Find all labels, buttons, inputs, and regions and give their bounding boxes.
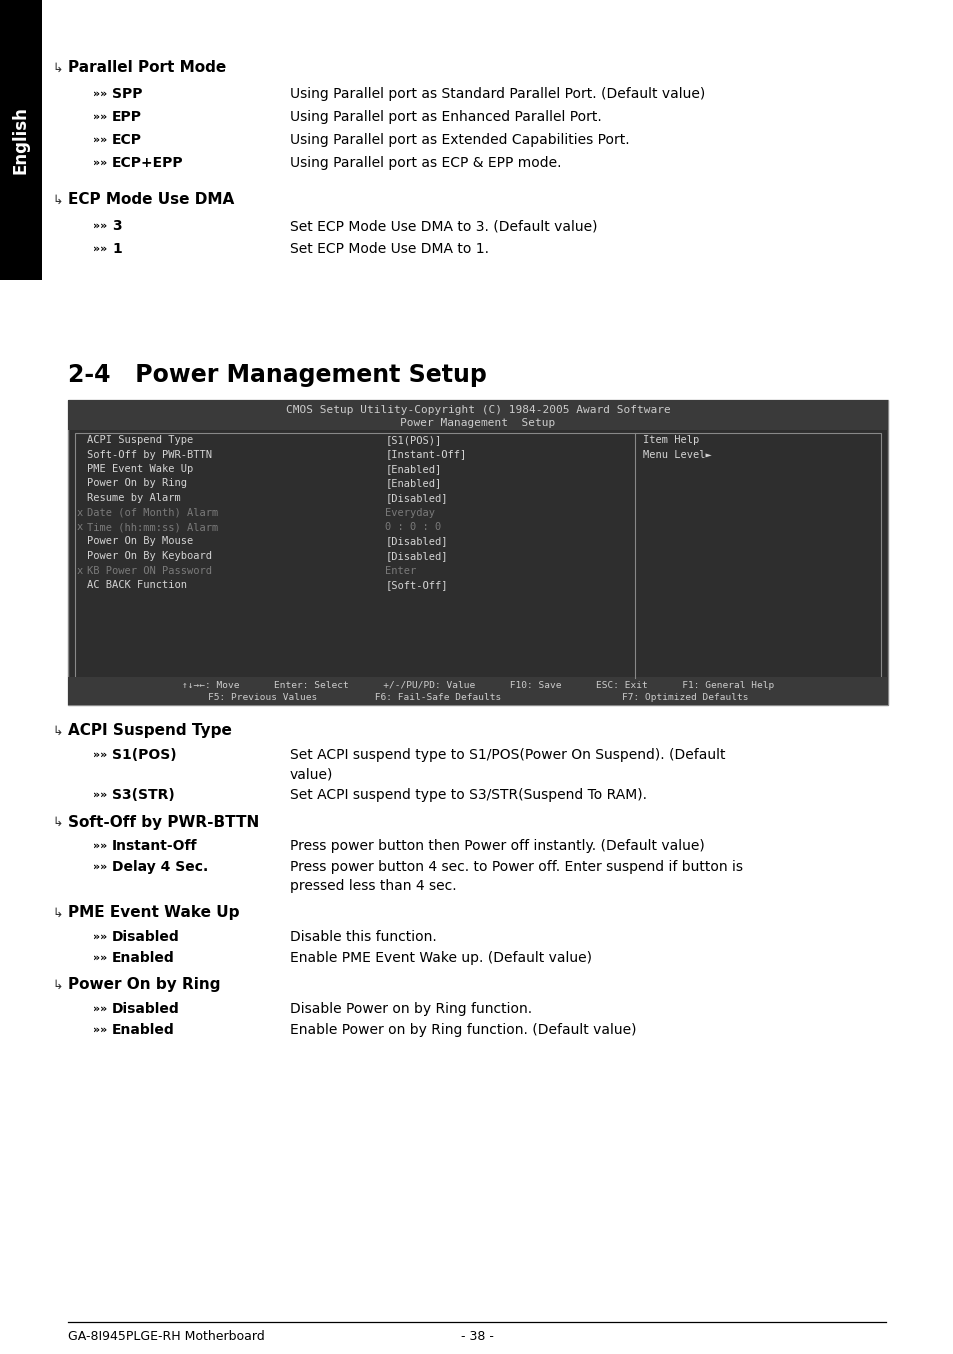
Text: Press power button then Power off instantly. (Default value): Press power button then Power off instan… [290,839,704,853]
Text: ↳: ↳ [52,194,63,207]
Bar [75,433,880,678]
Text: Disable this function.: Disable this function. [290,930,436,944]
Text: [Instant-Off]: [Instant-Off] [385,450,466,459]
Text: Enable PME Event Wake up. (Default value): Enable PME Event Wake up. (Default value… [290,951,592,965]
Text: Disabled: Disabled [112,1002,179,1016]
Text: Set ECP Mode Use DMA to 3. (Default value): Set ECP Mode Use DMA to 3. (Default valu… [290,219,597,233]
Bar [68,399,887,431]
Text: x: x [77,566,83,575]
Text: Instant-Off: Instant-Off [112,839,197,853]
Text: »»: »» [92,789,107,800]
Text: ECP: ECP [112,133,142,148]
Text: S3(STR): S3(STR) [112,788,174,802]
Text: 2-4   Power Management Setup: 2-4 Power Management Setup [68,363,486,387]
Text: ↳: ↳ [52,815,63,829]
Text: »»: »» [92,244,107,255]
Text: [Soft-Off]: [Soft-Off] [385,580,447,590]
Text: Set ACPI suspend type to S1/POS(Power On Suspend). (Default: Set ACPI suspend type to S1/POS(Power On… [290,747,724,762]
Text: Enabled: Enabled [112,1024,174,1037]
Text: Soft-Off by PWR-BTTN: Soft-Off by PWR-BTTN [87,450,212,459]
Text: Disable Power on by Ring function.: Disable Power on by Ring function. [290,1002,532,1016]
Text: ↳: ↳ [52,979,63,991]
Text: ECP Mode Use DMA: ECP Mode Use DMA [68,192,234,207]
Text: Set ACPI suspend type to S3/STR(Suspend To RAM).: Set ACPI suspend type to S3/STR(Suspend … [290,788,646,802]
Text: 0 : 0 : 0: 0 : 0 : 0 [385,523,441,532]
Text: 3: 3 [112,219,121,233]
Text: Power On by Ring: Power On by Ring [87,478,187,489]
Text: [S1(POS)]: [S1(POS)] [385,435,441,445]
Text: Power On By Mouse: Power On By Mouse [87,536,193,547]
Text: »»: »» [92,750,107,760]
Text: Power On By Keyboard: Power On By Keyboard [87,551,212,561]
Text: ACPI Suspend Type: ACPI Suspend Type [68,723,232,738]
Text: Enable Power on by Ring function. (Default value): Enable Power on by Ring function. (Defau… [290,1024,636,1037]
Text: Using Parallel port as Enhanced Parallel Port.: Using Parallel port as Enhanced Parallel… [290,110,601,125]
Text: »»: »» [92,112,107,122]
Text: Soft-Off by PWR-BTTN: Soft-Off by PWR-BTTN [68,815,259,830]
Text: ↳: ↳ [52,906,63,919]
Text: Time (hh:mm:ss) Alarm: Time (hh:mm:ss) Alarm [87,523,218,532]
Bar [68,399,887,705]
Text: KB Power ON Password: KB Power ON Password [87,566,212,575]
Text: Using Parallel port as Extended Capabilities Port.: Using Parallel port as Extended Capabili… [290,133,629,148]
Bar [0,0,42,280]
Text: PME Event Wake Up: PME Event Wake Up [87,464,193,474]
Text: AC BACK Function: AC BACK Function [87,580,187,590]
Text: EPP: EPP [112,110,142,125]
Text: »»: »» [92,953,107,963]
Text: »»: »» [92,221,107,232]
Text: Item Help: Item Help [642,435,699,445]
Text: PME Event Wake Up: PME Event Wake Up [68,906,239,921]
Text: x: x [77,508,83,517]
Text: ↑↓→←: Move      Enter: Select      +/-/PU/PD: Value      F10: Save      ESC: Exi: ↑↓→←: Move Enter: Select +/-/PU/PD: Valu… [182,681,773,689]
Text: Date (of Month) Alarm: Date (of Month) Alarm [87,508,218,517]
Text: »»: »» [92,1025,107,1034]
Text: GA-8I945PLGE-RH Motherboard: GA-8I945PLGE-RH Motherboard [68,1330,265,1343]
Text: Using Parallel port as Standard Parallel Port. (Default value): Using Parallel port as Standard Parallel… [290,87,704,102]
Text: pressed less than 4 sec.: pressed less than 4 sec. [290,879,456,894]
Text: x: x [77,523,83,532]
Text: Disabled: Disabled [112,930,179,944]
Text: value): value) [290,766,333,781]
Text: CMOS Setup Utility-Copyright (C) 1984-2005 Award Software: CMOS Setup Utility-Copyright (C) 1984-20… [285,405,670,414]
Text: ↳: ↳ [52,724,63,738]
Text: »»: »» [92,89,107,99]
Text: »»: »» [92,1005,107,1014]
Text: [Enabled]: [Enabled] [385,478,441,489]
Text: [Disabled]: [Disabled] [385,551,447,561]
Text: Delay 4 Sec.: Delay 4 Sec. [112,860,208,873]
Text: »»: »» [92,932,107,942]
Text: ACPI Suspend Type: ACPI Suspend Type [87,435,193,445]
Text: English: English [12,106,30,173]
Text: Resume by Alarm: Resume by Alarm [87,493,180,502]
Text: [Disabled]: [Disabled] [385,536,447,547]
Text: »»: »» [92,841,107,852]
Text: F5: Previous Values          F6: Fail-Safe Defaults                     F7: Opti: F5: Previous Values F6: Fail-Safe Defaul… [208,692,747,701]
Text: ECP+EPP: ECP+EPP [112,156,183,171]
Text: Enabled: Enabled [112,951,174,965]
Text: 1: 1 [112,242,122,256]
Text: Press power button 4 sec. to Power off. Enter suspend if button is: Press power button 4 sec. to Power off. … [290,860,742,873]
Text: Power Management  Setup: Power Management Setup [400,418,555,428]
Text: Power On by Ring: Power On by Ring [68,978,220,992]
Text: »»: »» [92,135,107,145]
Text: Set ECP Mode Use DMA to 1.: Set ECP Mode Use DMA to 1. [290,242,489,256]
Text: - 38 -: - 38 - [460,1330,493,1343]
Text: S1(POS): S1(POS) [112,747,176,762]
Bar [68,677,887,705]
Text: ↳: ↳ [52,61,63,74]
Text: SPP: SPP [112,87,142,102]
Text: [Disabled]: [Disabled] [385,493,447,502]
Text: »»: »» [92,158,107,168]
Text: Everyday: Everyday [385,508,435,517]
Text: Menu Level►: Menu Level► [642,450,711,459]
Text: [Enabled]: [Enabled] [385,464,441,474]
Text: »»: »» [92,862,107,872]
Text: Using Parallel port as ECP & EPP mode.: Using Parallel port as ECP & EPP mode. [290,156,561,171]
Text: Parallel Port Mode: Parallel Port Mode [68,61,226,76]
Text: Enter: Enter [385,566,416,575]
